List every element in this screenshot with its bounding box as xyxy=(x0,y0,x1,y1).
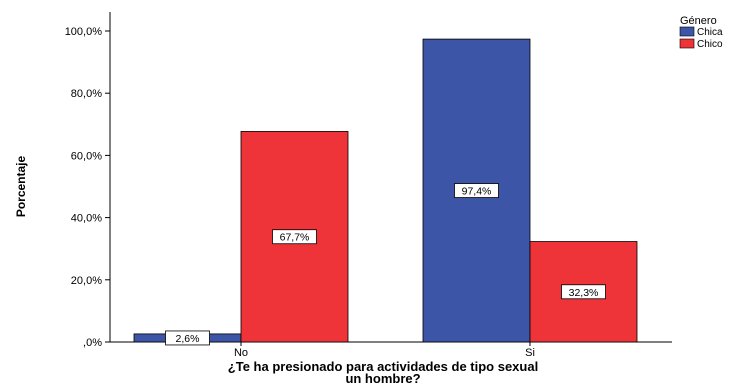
legend-title: Género xyxy=(680,15,717,27)
y-axis-label: Porcentaje xyxy=(14,155,28,217)
legend-swatch-chica xyxy=(679,26,695,37)
x-axis-label-line1: ¿Te ha presionado para actividades de ti… xyxy=(228,359,538,374)
y-tick-label: 80,0% xyxy=(71,88,102,100)
y-tick-label: ,0% xyxy=(83,337,102,349)
legend-swatch-chico xyxy=(679,38,695,49)
x-category-label: Si xyxy=(525,347,535,359)
y-tick-label: 20,0% xyxy=(71,275,102,287)
data-label-box xyxy=(561,284,606,300)
data-label: 32,3% xyxy=(569,287,599,299)
data-label: 97,4% xyxy=(462,186,492,198)
data-label-box xyxy=(165,330,210,346)
bars: 2,6% 67,7% 97,4% 32,3% xyxy=(133,38,638,346)
data-label-box xyxy=(454,183,499,198)
y-ticks: ,0% 20,0% 40,0% 60,0% 80,0% 100,0% xyxy=(65,26,110,349)
legend-label-chica: Chica xyxy=(697,27,723,38)
y-tick-label: 60,0% xyxy=(71,150,102,162)
y-tick-label: 100,0% xyxy=(65,26,103,38)
data-label-box xyxy=(272,229,317,245)
x-category-label: No xyxy=(234,347,248,359)
y-tick-label: 40,0% xyxy=(71,213,102,225)
data-label: 2,6% xyxy=(176,333,200,345)
data-label: 67,7% xyxy=(280,232,310,244)
x-axis-label-line2: un hombre? xyxy=(345,371,420,385)
x-categories: No Si xyxy=(234,342,535,359)
legend-label-chico: Chico xyxy=(697,39,723,50)
